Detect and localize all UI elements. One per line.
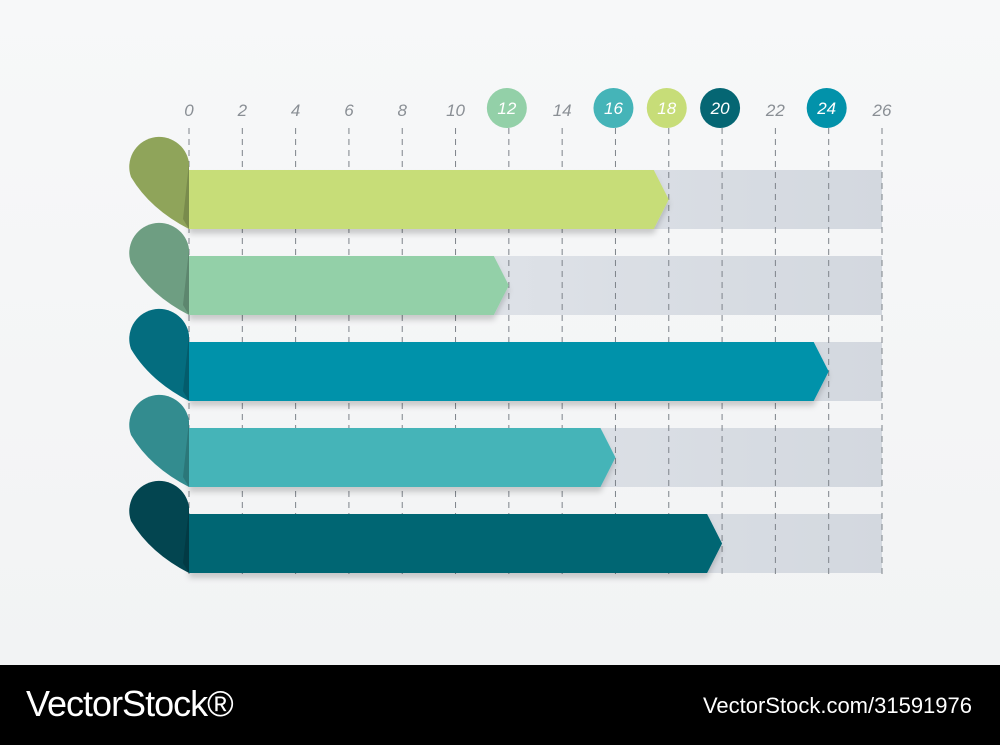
tick-badge — [700, 88, 741, 128]
tick-label: 6 — [344, 101, 354, 120]
bar-body — [189, 256, 509, 315]
bar — [129, 222, 509, 315]
tick-badge — [806, 88, 847, 128]
bars — [129, 136, 829, 573]
bar-cap-fold — [183, 249, 189, 315]
tick-badge — [593, 88, 634, 128]
footer-brand: VectorStock® — [26, 683, 234, 724]
tick-label: 8 — [397, 101, 407, 120]
tick-label: 4 — [291, 101, 300, 120]
tick-badge — [646, 88, 687, 128]
bar-body — [189, 170, 669, 229]
tick-badge-label: 12 — [497, 99, 516, 118]
bar-cap-fold — [183, 421, 189, 487]
chart-area: 0 2 4 6 8 10 12 14 16 18 20 22 24 26 — [0, 0, 1000, 665]
bar-cap-fold — [183, 335, 189, 401]
bar-cap — [129, 136, 189, 229]
tick-badge-label: 18 — [657, 99, 676, 118]
tick-label: 10 — [446, 101, 465, 120]
tick-badge-label: 16 — [604, 99, 623, 118]
bar-body — [189, 514, 723, 573]
bar — [129, 480, 723, 573]
tick-label: 14 — [553, 101, 572, 120]
bar-cap-fold — [183, 507, 189, 573]
tick-label: 0 — [184, 101, 194, 120]
bar-body — [189, 428, 616, 487]
footer-bar: VectorStock® VectorStock.com/31591976 — [0, 665, 1000, 745]
tick-label: 2 — [237, 101, 248, 120]
bar-cap — [129, 308, 189, 401]
bar-cap — [129, 222, 189, 315]
tick-badge — [486, 88, 527, 128]
x-axis-labels: 0 2 4 6 8 10 12 14 16 18 20 22 24 26 — [184, 88, 892, 128]
bar — [129, 136, 669, 229]
tick-badge-label: 20 — [710, 99, 730, 118]
bar-cap — [129, 480, 189, 573]
bar-cap — [129, 394, 189, 487]
bar — [129, 394, 616, 487]
tick-label: 26 — [872, 101, 892, 120]
footer-image-id: VectorStock.com/31591976 — [702, 693, 972, 718]
bar-chart: 0 2 4 6 8 10 12 14 16 18 20 22 24 26 — [129, 88, 892, 575]
bar-body — [189, 342, 829, 401]
tick-badge-label: 24 — [816, 99, 836, 118]
bar — [129, 308, 829, 401]
tick-label: 22 — [765, 101, 785, 120]
bar-cap-fold — [183, 163, 189, 229]
